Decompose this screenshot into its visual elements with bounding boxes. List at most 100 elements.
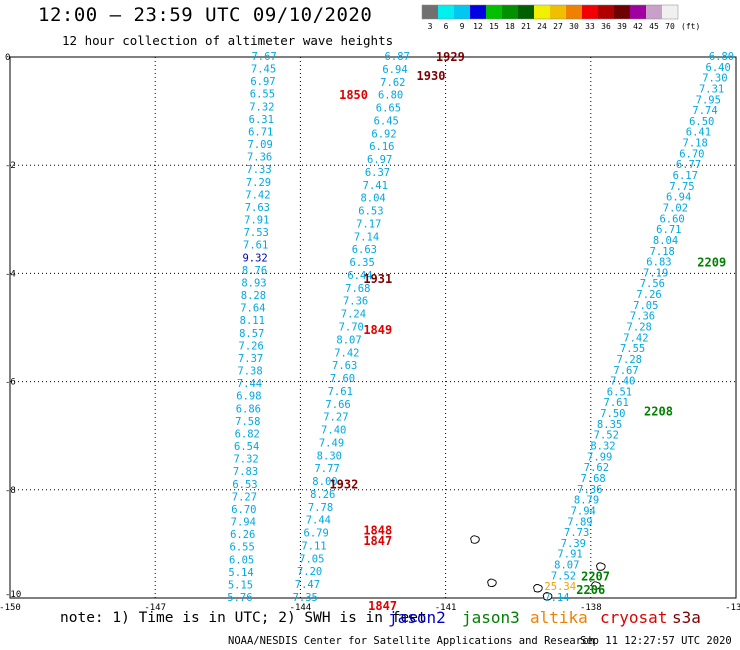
y-tick-label: -2 [5,161,16,171]
colorbar-label-33: 33 [585,22,595,31]
wave-height-value: 7.64 [240,303,265,315]
wave-height-value: 7.32 [233,454,258,466]
wave-height-value: 7.60 [330,373,355,385]
wave-height-value: 8.30 [317,450,342,462]
wave-height-value: 7.56 [640,278,665,290]
pass-time-label: 2207 [581,569,610,583]
wave-height-value: 6.86 [236,403,261,415]
wave-height-value: 6.80 [378,90,403,102]
wave-height-value: 6.77 [676,159,701,171]
wave-height-value: 5.15 [228,579,253,591]
wave-height-value: 6.98 [236,391,261,403]
wave-height-value: 7.28 [617,354,642,366]
wave-height-value: 7.67 [613,365,638,377]
pass-time-label: 1847 [363,534,392,548]
wave-height-value: 7.36 [343,296,368,308]
wave-height-value: 7.36 [577,484,602,496]
wave-height-value: 5.76 [227,592,252,604]
wave-height-value: 7.42 [245,189,270,201]
wave-height-value: 6.37 [365,167,390,179]
wave-height-value: 7.09 [248,139,273,151]
wave-height-value: 6.51 [607,386,632,398]
plot-frame [9,56,737,599]
wave-height-value: 7.62 [584,462,609,474]
x-tick-label: -135 [725,603,740,613]
wave-height-value: 6.41 [686,127,711,139]
wave-height-value: 7.58 [235,416,260,428]
wave-height-value: 6.94 [382,64,407,76]
wave-height-value: 7.38 [237,366,262,378]
wave-height-value: 7.26 [636,289,661,301]
colorbar-swatch-70 [662,5,678,19]
footer-credit: NOAA/NESDIS Center for Satellite Applica… [228,635,595,647]
wave-height-value: 7.91 [244,215,269,227]
wave-height-value: 8.28 [241,290,266,302]
wave-height-value: 7.27 [323,412,348,424]
wave-height-value: 7.68 [345,283,370,295]
wave-height-value: 8.11 [240,315,265,327]
colorbar-label-30: 30 [569,22,579,31]
wave-height-value: 6.40 [706,62,731,74]
wave-height-value: 8.07 [554,560,579,572]
island-outline [470,535,480,544]
x-tick-label: -138 [580,603,602,613]
wave-height-value: 7.49 [319,437,344,449]
wave-height-value: 8.26 [310,489,335,501]
wave-height-value: 7.24 [341,309,366,321]
wave-height-value: 6.79 [304,528,329,540]
colorbar-label-24: 24 [537,22,547,31]
wave-height-value: 7.18 [683,138,708,150]
wave-height-value: 6.55 [230,542,255,554]
colorbar-label-18: 18 [505,22,515,31]
wave-height-value: 6.80 [709,51,734,63]
wave-height-value: 25.34 [544,581,576,593]
wave-height-value: 5.14 [228,567,253,579]
wave-height-value: 6.70 [231,504,256,516]
colorbar-swatch-24 [534,5,550,19]
wave-height-value: 7.35 [293,592,318,604]
wave-height-value: 6.87 [385,51,410,63]
wave-height-value: 8.04 [360,193,385,205]
colorbar-unit: (ft) [681,22,700,31]
colorbar-swatch-15 [486,5,502,19]
wave-height-value: 7.05 [299,553,324,565]
wave-height-value: 6.83 [646,257,671,269]
y-tick-label: 0 [5,53,10,63]
colorbar-label-36: 36 [601,22,611,31]
wave-height-value: 6.97 [367,154,392,166]
colorbar-swatch-39 [614,5,630,19]
wave-height-value: 7.39 [561,538,586,550]
pass-time-label: 2206 [576,583,605,597]
wave-height-value: 7.62 [380,77,405,89]
wave-height-value: 6.71 [248,126,273,138]
wave-height-value: 7.52 [594,430,619,442]
wave-height-value: 7.05 [633,300,658,312]
wave-height-value: 7.20 [297,566,322,578]
y-tick-label: -10 [5,590,21,600]
wave-height-value: 7.18 [650,246,675,258]
pass-time-label: 1929 [436,50,465,64]
wave-height-value: 7.42 [334,347,359,359]
colorbar-label-3: 3 [428,22,433,31]
wave-height-value: 7.37 [238,353,263,365]
wave-height-value: 6.82 [235,428,260,440]
colorbar-swatch-45 [646,5,662,19]
colorbar-swatch-42 [630,5,646,19]
colorbar-swatch-33 [582,5,598,19]
pass-time-label: 1932 [329,477,358,491]
legend-jason3: jason3 [462,608,520,627]
pass-time-label: 1848 [363,523,392,537]
wave-height-value: 7.32 [249,101,274,113]
x-tick-label: -147 [144,603,166,613]
wave-height-value: 7.50 [600,408,625,420]
wave-height-value: 6.17 [673,170,698,182]
pass-time-label: 2209 [697,256,726,270]
colorbar-frame [421,4,679,20]
wave-height-value: 9.32 [242,252,267,264]
footer-timestamp: Sep 11 12:27:57 UTC 2020 [580,635,732,647]
wave-height-value: 7.70 [339,322,364,334]
colorbar-label-9: 9 [460,22,465,31]
wave-height-value: 6.26 [230,529,255,541]
